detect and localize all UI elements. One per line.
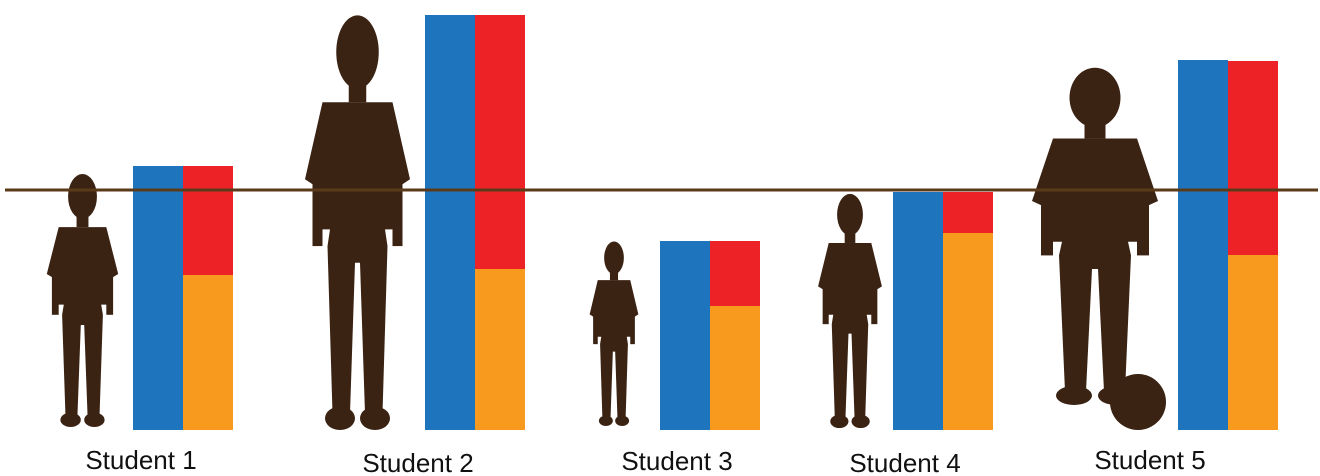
silhouette: [589, 241, 639, 426]
category-label: Student 2: [362, 448, 473, 476]
bar-segment: [183, 166, 233, 275]
bar: [133, 166, 183, 430]
bar: [660, 241, 710, 430]
silhouette: [1032, 67, 1158, 405]
bar-segment: [943, 233, 993, 430]
silhouettes: [46, 15, 1166, 430]
bar-segment: [1228, 61, 1278, 255]
bar-segment: [710, 306, 760, 430]
ball: [1110, 374, 1166, 430]
silhouette: [46, 174, 119, 427]
bar-segment: [1228, 255, 1278, 430]
bar-segment: [943, 192, 993, 233]
category-label: Student 1: [85, 445, 196, 475]
category-label: Student 4: [849, 448, 960, 476]
bar: [425, 15, 475, 430]
category-label: Student 5: [1094, 445, 1205, 475]
category-label: Student 3: [621, 446, 732, 476]
bar: [893, 192, 943, 430]
bar-segment: [710, 241, 760, 306]
bar-segment: [475, 269, 525, 430]
bar: [1178, 60, 1228, 430]
bar-segment: [475, 15, 525, 269]
silhouette: [818, 193, 882, 428]
bar-segment: [183, 275, 233, 430]
silhouette: [305, 15, 410, 430]
